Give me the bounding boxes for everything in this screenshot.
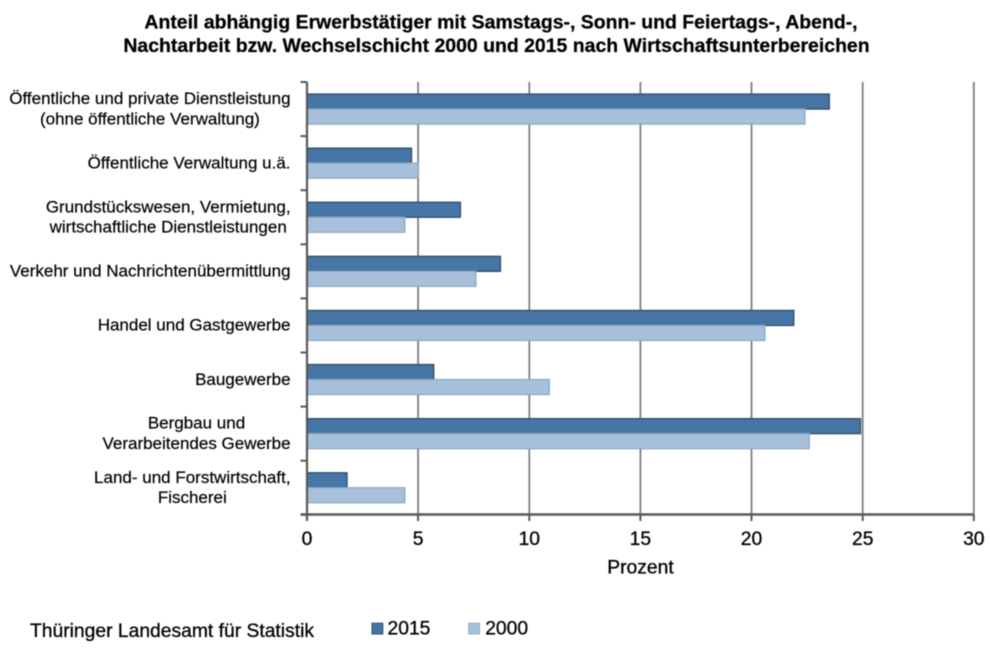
svg-text:Thüringer Landesamt für Statis: Thüringer Landesamt für Statistik bbox=[30, 621, 314, 642]
svg-text:Prozent: Prozent bbox=[607, 558, 674, 579]
svg-text:2015: 2015 bbox=[388, 618, 431, 639]
svg-text:15: 15 bbox=[630, 529, 651, 550]
svg-text:Handel und Gastgewerbe: Handel und Gastgewerbe bbox=[98, 316, 291, 335]
svg-text:Fischerei: Fischerei bbox=[158, 488, 227, 507]
svg-text:wirtschaftliche Dienstleistung: wirtschaftliche Dienstleistungen bbox=[49, 217, 287, 236]
svg-text:0: 0 bbox=[302, 529, 313, 550]
svg-text:10: 10 bbox=[519, 529, 540, 550]
svg-text:Bergbau und: Bergbau und bbox=[148, 414, 245, 433]
svg-text:Anteil abhängig Erwerbstätiger: Anteil abhängig Erwerbstätiger mit Samst… bbox=[144, 12, 857, 34]
svg-text:30: 30 bbox=[963, 529, 984, 550]
svg-text:Nachtarbeit bzw. Wechselschich: Nachtarbeit bzw. Wechselschicht 2000 und… bbox=[123, 35, 869, 57]
svg-text:Land- und Forstwirtschaft,: Land- und Forstwirtschaft, bbox=[94, 468, 291, 487]
svg-text:5: 5 bbox=[413, 529, 424, 550]
svg-text:Verarbeitendes Gewerbe: Verarbeitendes Gewerbe bbox=[102, 434, 290, 453]
svg-text:Verkehr und Nachrichtenübermit: Verkehr und Nachrichtenübermittlung bbox=[10, 262, 291, 281]
svg-text:20: 20 bbox=[741, 529, 762, 550]
svg-text:Baugewerbe: Baugewerbe bbox=[195, 370, 290, 389]
svg-text:2000: 2000 bbox=[485, 618, 528, 639]
svg-text:Öffentliche und private Dienst: Öffentliche und private Dienstleistung bbox=[9, 89, 290, 108]
svg-text:Grundstückswesen, Vermietung,: Grundstückswesen, Vermietung, bbox=[46, 197, 291, 216]
svg-text:Öffentliche Verwaltung u.ä.: Öffentliche Verwaltung u.ä. bbox=[88, 153, 291, 172]
svg-text:25: 25 bbox=[852, 529, 873, 550]
svg-text:(ohne öffentliche Verwaltung): (ohne öffentliche Verwaltung) bbox=[40, 109, 260, 128]
